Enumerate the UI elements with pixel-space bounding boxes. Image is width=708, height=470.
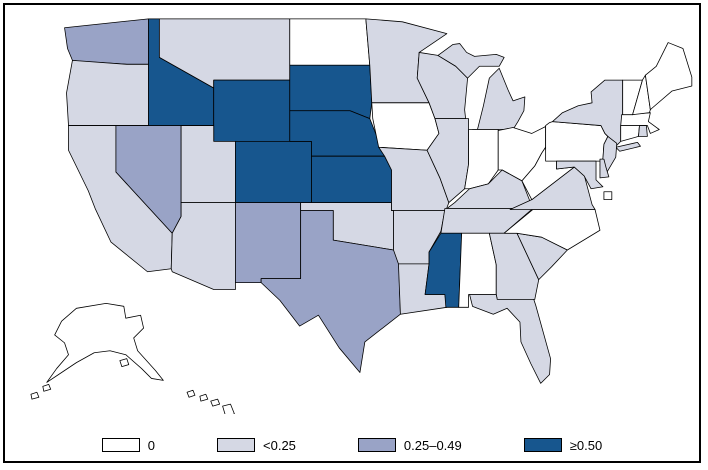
state-co [235, 140, 312, 203]
legend-item-ge050: ≥0.50 [523, 437, 603, 453]
state-me [645, 42, 693, 111]
state-nd [289, 18, 371, 66]
state-ks [311, 155, 392, 203]
state-de [599, 158, 610, 179]
state-pa [545, 121, 609, 162]
us-choropleth-map [30, 18, 693, 414]
legend-swatch-ge050 [523, 438, 562, 452]
legend-swatch-zero [101, 438, 140, 452]
state-fl [469, 294, 551, 384]
map-legend: 0 <0.25 0.25–0.49 ≥0.50 [5, 438, 699, 452]
state-md [556, 160, 604, 190]
state-ma [620, 112, 660, 134]
state-or [66, 59, 149, 126]
state-dc [603, 191, 613, 201]
legend-label-lt025: <0.25 [263, 437, 296, 453]
state-wa [64, 18, 149, 65]
state-tx [260, 210, 401, 373]
state-ri [638, 125, 648, 137]
legend-label-ge050: ≥0.50 [569, 437, 603, 453]
legend-item-mid: 0.25–0.49 [357, 437, 462, 453]
state-nh [632, 74, 651, 116]
state-az [170, 202, 236, 290]
state-ct [620, 125, 640, 142]
legend-item-zero: 0 [101, 437, 156, 453]
legend-label-zero: 0 [147, 437, 156, 453]
state-mi [437, 43, 526, 130]
legend-swatch-lt025 [217, 438, 256, 452]
state-wy [213, 79, 291, 142]
legend-swatch-mid [357, 438, 396, 452]
state-nc [503, 209, 601, 251]
figure-frame: 0 <0.25 0.25–0.49 ≥0.50 [3, 3, 701, 463]
legend-label-mid: 0.25–0.49 [403, 437, 462, 453]
state-nm [235, 202, 302, 284]
state-ak [30, 302, 164, 400]
legend-item-lt025: <0.25 [217, 438, 296, 452]
state-ia [371, 102, 440, 151]
state-hi [186, 389, 235, 414]
